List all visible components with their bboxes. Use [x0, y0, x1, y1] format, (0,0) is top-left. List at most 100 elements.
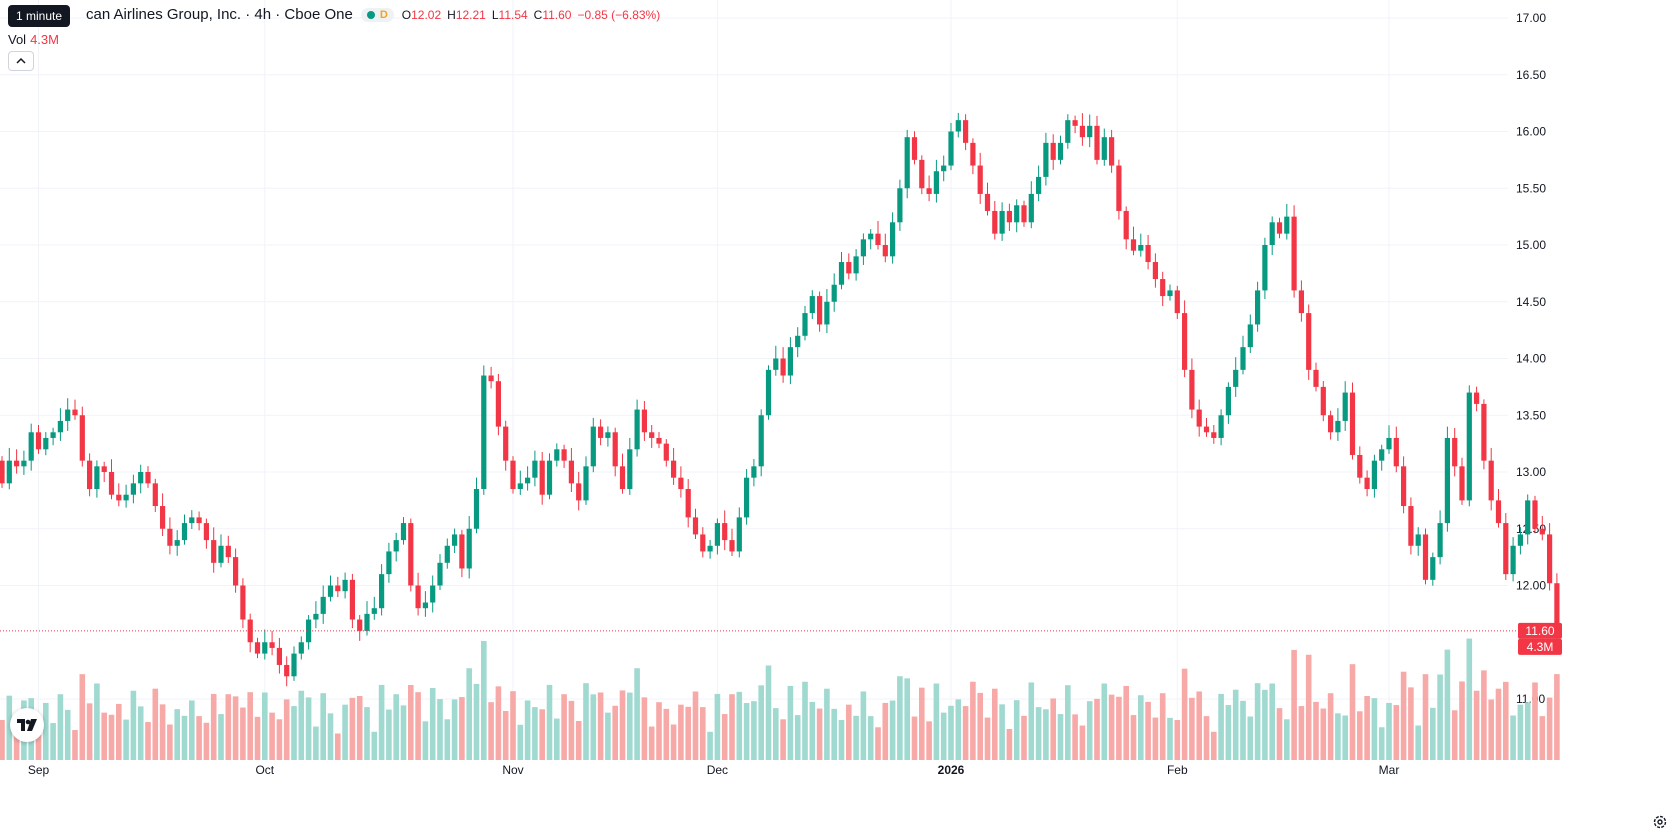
last-price-label: 11.60 — [1525, 624, 1554, 638]
candle-body — [488, 375, 494, 382]
candle-body — [50, 432, 56, 438]
volume-bar — [254, 716, 261, 760]
volume-bar — [1305, 654, 1312, 760]
candle-body — [269, 642, 275, 648]
volume-bar — [429, 687, 436, 760]
volume-bar — [1349, 664, 1356, 760]
volume-bar — [648, 726, 655, 760]
y-axis-tick-label: 12.00 — [1516, 579, 1546, 593]
volume-bar — [1057, 714, 1064, 760]
candle-body — [831, 284, 837, 302]
volume-bar — [473, 683, 480, 760]
candle-body — [320, 596, 326, 614]
volume-bar — [313, 726, 319, 760]
candle-body — [510, 460, 516, 490]
volume-bar — [867, 716, 874, 760]
volume-bar — [802, 681, 808, 760]
candle-body — [430, 585, 436, 603]
volume-bar — [561, 694, 567, 760]
candle-body — [408, 523, 414, 586]
candle-body — [1247, 324, 1253, 348]
volume-bar — [1152, 717, 1159, 760]
candle-body — [123, 494, 129, 501]
volume-bar — [889, 700, 896, 760]
x-axis-tick-label: Mar — [1379, 763, 1400, 777]
candle-body — [846, 262, 852, 274]
candle-body — [554, 449, 560, 461]
volume-bar — [262, 692, 268, 760]
candle-body — [43, 437, 49, 450]
volume-bar — [415, 692, 421, 760]
collapse-legend-button[interactable] — [8, 51, 34, 71]
volume-bar — [1181, 668, 1188, 760]
volume-bar — [35, 722, 42, 760]
volume-bar — [977, 692, 983, 760]
volume-bar — [568, 700, 575, 760]
volume-bar — [349, 697, 356, 760]
volume-bar — [524, 700, 531, 760]
candle-body — [1233, 369, 1239, 387]
candle-body — [1495, 500, 1502, 524]
volume-bar — [408, 685, 414, 760]
volume-bar — [276, 719, 283, 760]
volume-bar — [641, 697, 648, 760]
volume-bar — [393, 694, 399, 760]
volume-bar — [751, 701, 757, 760]
tradingview-logo-icon[interactable] — [10, 708, 44, 742]
candle-body — [1072, 120, 1078, 126]
volume-bar — [72, 730, 78, 760]
candle-body — [415, 585, 421, 609]
candle-body — [342, 579, 348, 592]
y-axis-tick-label: 17.00 — [1516, 11, 1546, 25]
market-status-pill[interactable]: D — [360, 7, 394, 22]
volume-bar — [1524, 702, 1531, 760]
volume-bar — [794, 715, 801, 760]
candle-body — [181, 523, 188, 541]
interval-badge: D — [379, 8, 388, 21]
candle-body — [1444, 437, 1450, 524]
candle-body — [233, 557, 239, 586]
candle-body — [838, 262, 845, 285]
volume-bar — [1262, 689, 1268, 760]
candle-body — [1218, 415, 1224, 438]
candle-body — [57, 420, 63, 433]
candle-body — [247, 619, 253, 643]
candle-body — [1547, 534, 1553, 584]
symbol-title[interactable]: can Airlines Group, Inc. · 4h · Cboe One — [86, 6, 353, 23]
candle-body — [1211, 432, 1217, 438]
candle-body — [400, 523, 407, 541]
candle-body — [1379, 449, 1385, 461]
candle-body — [1517, 534, 1523, 546]
candle-body — [970, 142, 976, 166]
volume-bar — [1043, 709, 1049, 760]
volume-bar — [1174, 720, 1181, 760]
candle-body — [386, 551, 392, 575]
candle-body — [955, 120, 961, 132]
volume-bar — [1284, 719, 1290, 760]
candle-body — [933, 171, 939, 194]
volume-bar — [1393, 705, 1400, 760]
candle-body — [313, 613, 319, 620]
volume-bar — [386, 709, 392, 760]
candle-body — [87, 460, 93, 490]
candle-body — [1481, 403, 1487, 461]
y-axis-tick-label: 11.00 — [1516, 692, 1545, 706]
candle-body — [583, 466, 589, 501]
volume-bar — [824, 688, 830, 760]
candle-body — [568, 460, 574, 484]
volume-bar — [101, 712, 107, 760]
candle-body — [72, 409, 78, 416]
volume-bar — [758, 685, 764, 760]
candle-body — [860, 239, 866, 257]
volume-bar — [167, 724, 173, 760]
gear-icon[interactable] — [1652, 814, 1668, 830]
candle-body — [773, 358, 779, 370]
candle-body — [911, 137, 918, 160]
candle-body — [1196, 409, 1202, 427]
candle-body — [0, 460, 5, 484]
candle-body — [473, 489, 480, 529]
candle-body — [196, 517, 202, 524]
candle-body — [897, 188, 903, 223]
volume-bar — [1232, 689, 1239, 760]
